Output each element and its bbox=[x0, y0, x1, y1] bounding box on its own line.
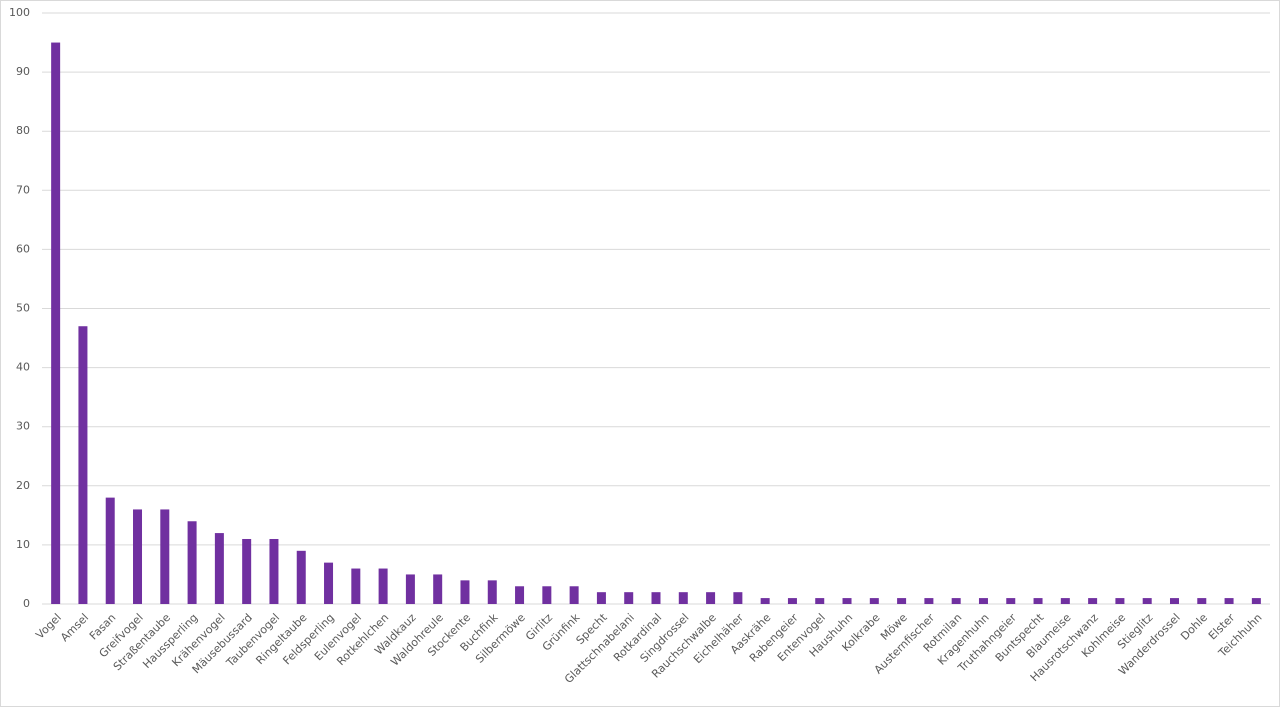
bar bbox=[1142, 598, 1152, 604]
x-tick-label: Dohle bbox=[1178, 611, 1210, 643]
bar bbox=[242, 538, 252, 604]
bar bbox=[1251, 598, 1261, 604]
bar bbox=[1115, 598, 1125, 604]
bar bbox=[815, 598, 825, 604]
y-tick-label: 10 bbox=[16, 538, 30, 551]
bar bbox=[405, 574, 415, 604]
bar bbox=[515, 586, 525, 604]
bar bbox=[433, 574, 443, 604]
bar bbox=[569, 586, 579, 604]
bar bbox=[269, 538, 279, 604]
bar bbox=[78, 326, 88, 604]
bar bbox=[187, 521, 197, 604]
bar bbox=[296, 550, 306, 604]
bar bbox=[924, 598, 934, 604]
bar bbox=[1224, 598, 1234, 604]
bar bbox=[351, 568, 361, 604]
y-tick-label: 30 bbox=[16, 420, 30, 433]
bar bbox=[378, 568, 388, 604]
y-tick-label: 0 bbox=[23, 597, 30, 610]
bar bbox=[1197, 598, 1207, 604]
y-tick-label: 40 bbox=[16, 361, 30, 374]
bar bbox=[460, 580, 470, 604]
bar bbox=[596, 592, 606, 604]
bar bbox=[1088, 598, 1098, 604]
bar bbox=[1060, 598, 1070, 604]
bar bbox=[678, 592, 688, 604]
y-tick-label: 90 bbox=[16, 65, 30, 78]
bar bbox=[1033, 598, 1043, 604]
bar bbox=[787, 598, 797, 604]
bar bbox=[869, 598, 879, 604]
bar bbox=[733, 592, 743, 604]
y-tick-label: 20 bbox=[16, 479, 30, 492]
bar bbox=[624, 592, 634, 604]
y-tick-label: 60 bbox=[16, 242, 30, 255]
bar bbox=[760, 598, 770, 604]
bar bbox=[897, 598, 907, 604]
bar bbox=[842, 598, 852, 604]
bar bbox=[487, 580, 497, 604]
y-tick-label: 70 bbox=[16, 183, 30, 196]
bar bbox=[706, 592, 716, 604]
bar bbox=[214, 533, 224, 604]
bar bbox=[1169, 598, 1179, 604]
bar bbox=[542, 586, 552, 604]
bar bbox=[1006, 598, 1016, 604]
y-tick-label: 100 bbox=[9, 6, 30, 19]
y-tick-label: 50 bbox=[16, 302, 30, 315]
y-tick-label: 80 bbox=[16, 124, 30, 137]
bar bbox=[651, 592, 661, 604]
bar bbox=[105, 497, 115, 604]
bar bbox=[160, 509, 170, 604]
bar bbox=[51, 42, 61, 605]
bar bbox=[951, 598, 961, 604]
x-tick-label: Amsel bbox=[58, 611, 91, 644]
bar bbox=[133, 509, 143, 604]
bar bbox=[978, 598, 988, 604]
bar bbox=[324, 562, 334, 604]
